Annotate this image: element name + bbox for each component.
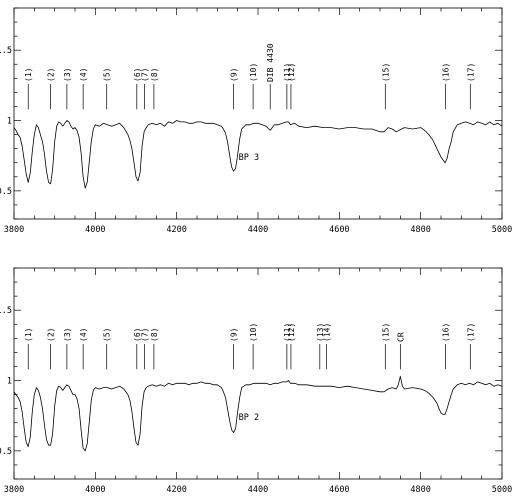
x-tick-label: 4600 [329,485,349,495]
line-label: (5) [103,68,112,82]
panel-bp2: 3800 4000 4200 4400 4600 4800 5000 0.5 1 1.5 (1) (2… [0,267,512,495]
y-tick-label: 0.5 [0,447,12,457]
spectrum-annotation: BP 2 [239,413,259,423]
x-tick-label: 4600 [329,225,349,235]
line-label: (4) [79,328,88,342]
x-tick-label: 4000 [85,225,105,235]
line-label: (4) [79,68,88,82]
line-label: CR [396,332,405,342]
line-label: (17) [466,323,475,342]
line-label: (12) [287,63,296,82]
line-label: (12) [287,323,296,342]
line-label: (3) [63,328,72,342]
x-tick-label: 4400 [248,225,268,235]
x-tick-label: 4200 [166,225,186,235]
x-tick-label: 4000 [85,485,105,495]
plot-frame [13,267,503,480]
y-tick-label: 1.5 [0,46,12,56]
line-label: (14) [322,323,331,342]
line-label: (1) [24,328,33,342]
x-tick-label: 3800 [4,225,24,235]
line-label: (11) [283,323,292,342]
y-tick-label: 1 [7,117,12,127]
spectrum-line [13,375,503,452]
line-label: (13) [316,323,325,342]
line-label: (7) [141,328,150,342]
line-label: (7) [141,68,150,82]
line-label: (10) [249,63,258,82]
x-tick-label: 5000 [492,225,512,235]
x-tick-label: 4800 [410,485,430,495]
line-label: DIB 4430 [266,43,275,82]
line-label: (16) [441,63,450,82]
plot-frame [13,7,503,220]
line-label: (2) [47,328,56,342]
line-label: (6) [133,328,142,342]
line-label: (8) [150,68,159,82]
line-label: (8) [150,328,159,342]
line-label: (3) [63,68,72,82]
line-label: (16) [441,323,450,342]
line-label: (1) [24,68,33,82]
spectrum-line [13,120,503,189]
line-label: (17) [466,63,475,82]
line-label: (10) [249,323,258,342]
y-tick-label: 1.5 [0,306,12,316]
y-tick-label: 0.5 [0,187,12,197]
line-label: (11) [283,63,292,82]
x-tick-label: 5000 [492,485,512,495]
x-tick-label: 4800 [410,225,430,235]
line-label: (15) [381,63,390,82]
line-label: (15) [381,323,390,342]
line-label: (9) [230,328,239,342]
x-tick-label: 4400 [248,485,268,495]
line-label: (6) [133,68,142,82]
line-label: (2) [47,68,56,82]
line-label: (9) [230,68,239,82]
panel-bp3: 3800 4000 4200 4400 4600 4800 5000 0.5 1 1.5 (1) (2… [0,7,512,235]
x-tick-label: 3800 [4,485,24,495]
line-label: (5) [103,328,112,342]
x-tick-label: 4200 [166,485,186,495]
spectrum-annotation: BP 3 [239,153,259,163]
y-tick-label: 1 [7,377,12,387]
